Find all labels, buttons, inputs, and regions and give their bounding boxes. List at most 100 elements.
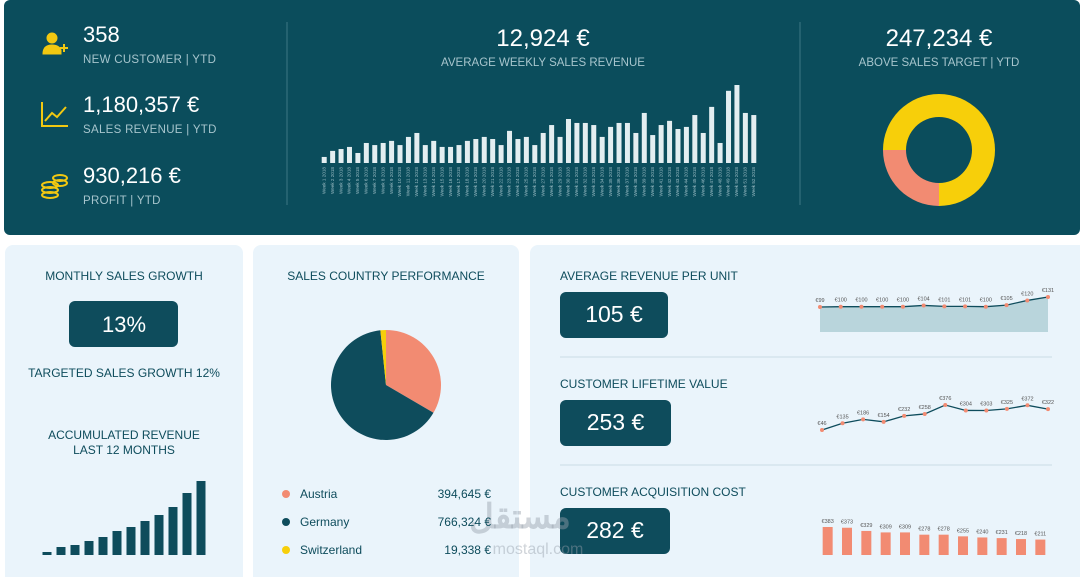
point — [840, 421, 845, 426]
legend-label: Germany — [300, 515, 350, 529]
kpi-box — [69, 301, 178, 347]
point — [820, 428, 824, 432]
bar — [658, 125, 664, 163]
icon-customer — [42, 44, 62, 55]
bar — [861, 530, 872, 555]
bar — [405, 136, 411, 163]
kpi-value: 282 € — [586, 517, 644, 543]
slice — [883, 94, 995, 206]
x-tick-label: Week 28 2018 — [549, 167, 554, 197]
x-tick-label: Week 45 2018 — [692, 167, 697, 197]
x-tick-label: Week 11 2018 — [406, 167, 411, 197]
bar — [372, 145, 378, 163]
bar — [490, 139, 496, 163]
slice — [883, 150, 939, 206]
x-tick-label: Week 22 2018 — [498, 167, 503, 197]
bar — [624, 122, 630, 163]
x-tick-label: Week 43 2018 — [675, 167, 680, 197]
point — [921, 303, 926, 308]
point — [900, 304, 905, 309]
point — [963, 304, 968, 309]
x-tick-label: Week 41 2018 — [658, 167, 663, 197]
bar — [42, 552, 52, 555]
legend-value: 766,324 € — [437, 515, 491, 529]
data-label: €372 — [1021, 396, 1033, 402]
bar — [700, 132, 706, 163]
bar — [431, 140, 437, 163]
bar — [599, 136, 605, 163]
bar — [582, 122, 588, 163]
bar — [330, 150, 336, 163]
kpi-box — [560, 508, 670, 554]
x-tick-label: Week 46 2018 — [700, 167, 705, 197]
point — [1025, 298, 1030, 303]
line — [819, 296, 1049, 308]
data-label: €278 — [918, 527, 930, 533]
data-label: €211 — [1034, 532, 1046, 538]
point — [1025, 403, 1030, 408]
panel-title: ACCUMULATED REVENUE LAST 12 MONTHS — [48, 428, 200, 457]
x-tick-label: Week 23 2018 — [507, 167, 512, 197]
kpi-value: 253 € — [586, 409, 645, 435]
data-label: €101 — [938, 297, 950, 303]
target-text: TARGETED SALES GROWTH 12% — [28, 366, 220, 380]
data-label: €304 — [960, 401, 972, 407]
slice — [380, 330, 386, 385]
kpi-label: AVERAGE WEEKLY SALES REVENUE — [441, 57, 645, 69]
data-label: €135 — [836, 414, 848, 420]
bar — [84, 541, 94, 555]
panel-title: AVERAGE REVENUE PER UNIT — [560, 269, 738, 283]
x-tick-label: Week 9 2018 — [389, 167, 394, 194]
data-label: €100 — [980, 298, 992, 304]
x-tick-label: Week 33 2018 — [591, 167, 596, 197]
data-label: €278 — [938, 527, 950, 533]
icon-revenue — [41, 102, 68, 127]
bar — [363, 142, 369, 163]
bar — [498, 145, 504, 163]
legend-label: Switzerland — [300, 543, 363, 557]
x-tick-label: Week 13 2018 — [423, 167, 428, 197]
panel — [5, 245, 243, 577]
bar — [389, 140, 395, 163]
point — [838, 304, 843, 309]
x-tick-label: Week 36 2018 — [616, 167, 621, 197]
bar — [397, 145, 403, 163]
kpi-value: 1,180,357 € — [83, 92, 200, 117]
icon-profit — [41, 174, 68, 199]
bar — [532, 145, 538, 163]
point — [818, 305, 822, 309]
bar — [996, 538, 1007, 555]
x-tick-label: Week 1 2018 — [321, 167, 326, 194]
data-label: €240 — [976, 529, 988, 535]
point — [1004, 303, 1009, 308]
point — [984, 408, 989, 413]
bar — [182, 493, 192, 555]
x-tick-label: Week 26 2018 — [532, 167, 537, 197]
x-tick-label: Week 14 2018 — [431, 167, 436, 197]
x-tick-label: Week 40 2018 — [650, 167, 655, 197]
bar — [1035, 539, 1046, 555]
line — [821, 404, 1049, 431]
bar — [168, 507, 178, 555]
data-label: €303 — [980, 402, 992, 408]
legend-value: 394,645 € — [437, 487, 491, 501]
point — [902, 413, 907, 418]
point — [922, 411, 927, 416]
bar — [822, 527, 833, 555]
kpi-value: 930,216 € — [83, 163, 181, 188]
data-label: €231 — [996, 530, 1008, 536]
bar — [154, 515, 164, 555]
area — [820, 297, 1048, 332]
x-tick-label: Week 15 2018 — [439, 167, 444, 197]
data-label: €373 — [841, 520, 853, 526]
bar — [126, 527, 136, 555]
bar — [938, 534, 949, 555]
bar — [717, 142, 723, 163]
kpi-label: PROFIT | YTD — [83, 195, 161, 207]
x-tick-label: Week 21 2018 — [490, 167, 495, 197]
data-label: €100 — [835, 298, 847, 304]
bar — [140, 521, 150, 555]
data-label: €131 — [1042, 288, 1054, 294]
data-label: €329 — [860, 523, 872, 529]
